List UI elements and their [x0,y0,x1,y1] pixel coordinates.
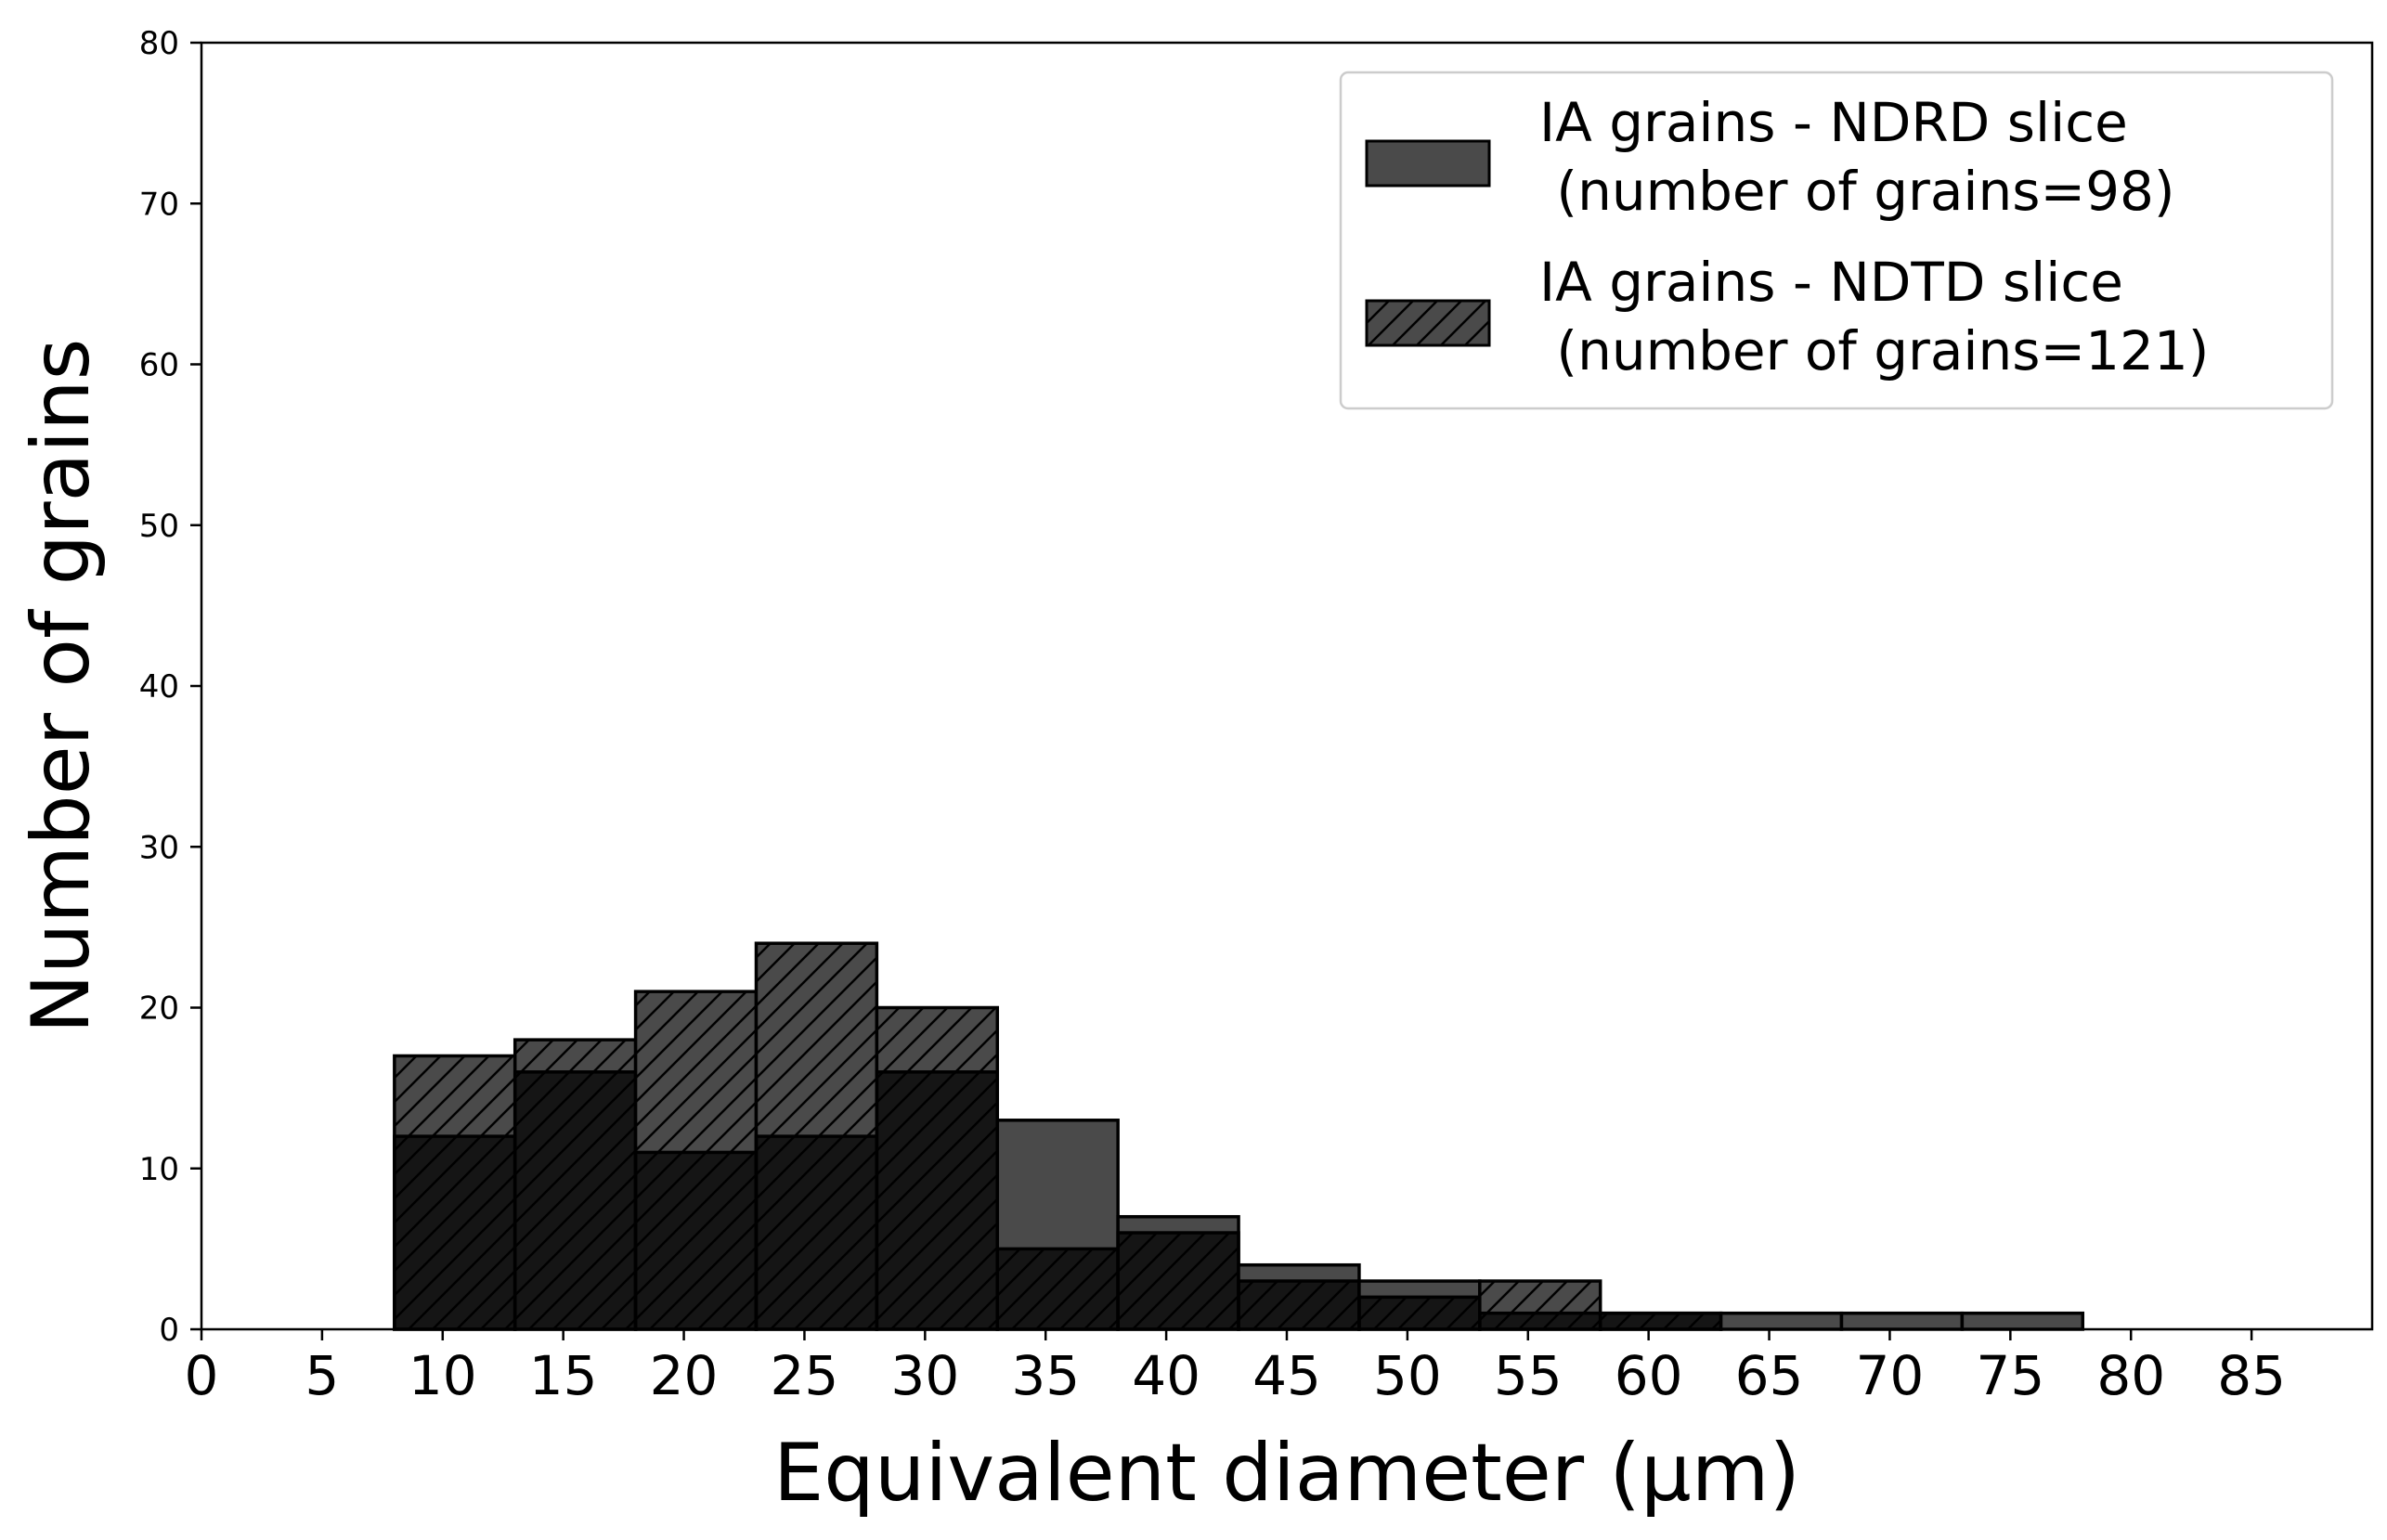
legend-label-ndrd-line1: IA grains - NDRD slice [1539,91,2128,154]
x-tick-label-50: 50 [1373,1344,1442,1407]
y-tick-label-70: 70 [139,186,179,223]
x-axis-title: Equivalent diameter (μm) [773,1427,1800,1520]
x-tick-label-10: 10 [409,1344,477,1407]
legend-label-ndtd-line1: IA grains - NDTD slice [1539,251,2123,314]
y-tick-label-80: 80 [139,25,179,62]
legend-label-ndtd-line2: (number of grains=121) [1539,319,2209,382]
bar-ndtd-hatch-10 [1600,1313,1721,1329]
y-tick-label-30: 30 [139,829,179,866]
x-tick-label-40: 40 [1132,1344,1200,1407]
x-tick-label-15: 15 [529,1344,598,1407]
y-tick-label-20: 20 [139,990,179,1028]
y-tick-label-60: 60 [139,347,179,384]
y-tick-label-0: 0 [159,1312,179,1349]
x-tick-label-5: 5 [305,1344,339,1407]
x-tick-label-30: 30 [890,1344,959,1407]
x-tick-label-55: 55 [1494,1344,1563,1407]
x-tick-label-20: 20 [650,1344,719,1407]
bar-ndtd-hatch-7 [1239,1281,1359,1329]
legend: IA grains - NDRD slice (number of grains… [1339,71,2334,410]
bar-ndrd-12 [1841,1313,1963,1329]
bar-ndtd-hatch-2 [635,991,757,1329]
x-tick-label-0: 0 [185,1344,219,1407]
x-tick-label-70: 70 [1856,1344,1925,1407]
y-axis-title: Number of grains [15,339,108,1034]
bar-ndtd-hatch-4 [876,1007,998,1329]
x-tick-label-85: 85 [2217,1344,2286,1407]
bar-ndtd-hatch-5 [997,1249,1119,1329]
x-tick-label-75: 75 [1976,1344,2044,1407]
x-tick-label-80: 80 [2096,1344,2165,1407]
y-tick-label-40: 40 [139,668,179,705]
x-tick-label-45: 45 [1252,1344,1321,1407]
y-tick-label-50: 50 [139,508,179,545]
bar-ndtd-hatch-8 [1358,1297,1480,1329]
legend-box [1339,71,2334,410]
legend-swatch-ndtd-hatch [1367,301,1489,345]
bar-ndtd-hatch-6 [1118,1233,1239,1329]
legend-label-ndrd-line2: (number of grains=98) [1539,160,2175,223]
bar-ndrd-11 [1720,1313,1842,1329]
bar-ndrd-13 [1962,1313,2083,1329]
x-tick-label-35: 35 [1011,1344,1080,1407]
bar-ndtd-hatch-1 [514,1040,636,1329]
y-tick-label-10: 10 [139,1151,179,1188]
x-tick-label-65: 65 [1735,1344,1804,1407]
bar-ndtd-hatch-9 [1479,1281,1601,1329]
x-tick-label-25: 25 [771,1344,839,1407]
bar-ndtd-hatch-0 [394,1055,515,1329]
x-tick-label-60: 60 [1615,1344,1683,1407]
legend-swatch-ndrd [1365,139,1491,188]
